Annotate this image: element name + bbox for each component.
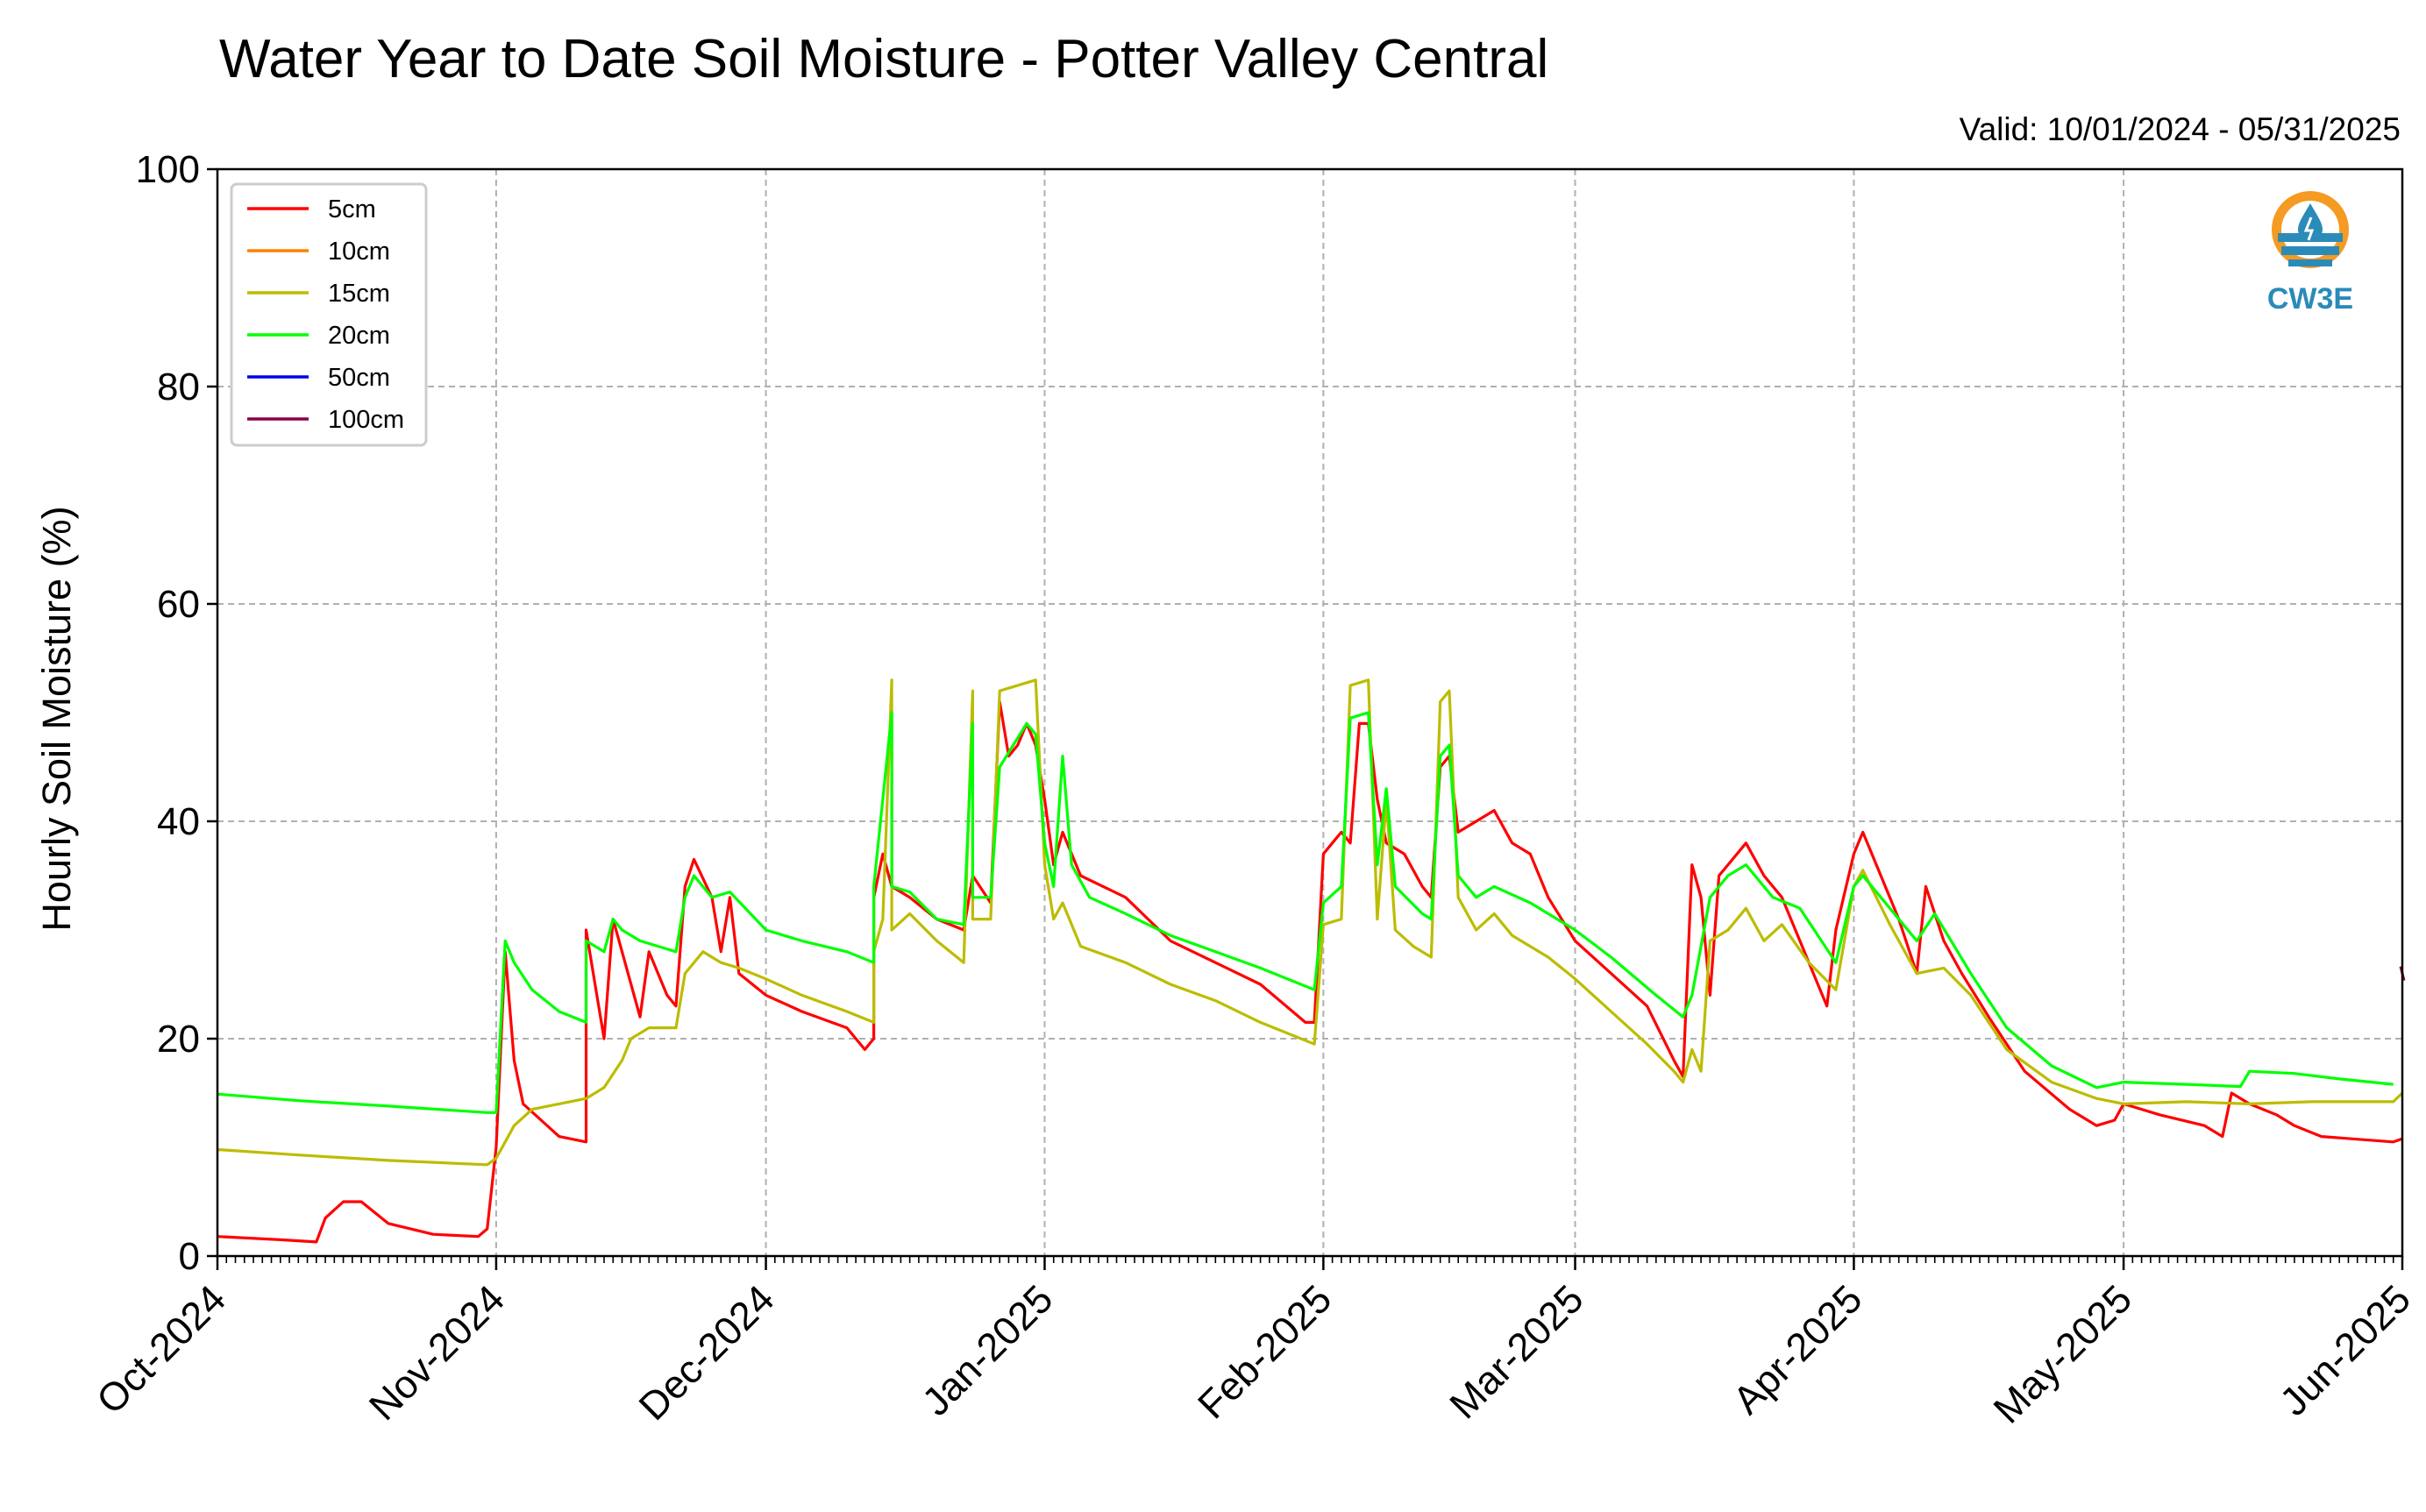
y-axis-label: Hourly Soil Moisture (%) bbox=[34, 506, 79, 931]
legend-label-100cm: 100cm bbox=[328, 406, 404, 434]
x-tick-label: Feb-2025 bbox=[1189, 1276, 1340, 1427]
plot-frame bbox=[216, 167, 2404, 1258]
series-line-15cm bbox=[217, 678, 2404, 1167]
y-tick-label: 40 bbox=[157, 800, 200, 843]
grid-lines bbox=[217, 169, 2402, 1256]
legend-label-15cm: 15cm bbox=[328, 280, 390, 308]
legend-label-10cm: 10cm bbox=[328, 238, 390, 266]
y-tick-label: 80 bbox=[157, 366, 200, 408]
x-tick-label: Jan-2025 bbox=[914, 1276, 1062, 1424]
x-tick-label: Dec-2024 bbox=[630, 1276, 783, 1429]
legend-label-50cm: 50cm bbox=[328, 364, 390, 392]
legend: 5cm 10cm 15cm 20cm 50cm 100cm bbox=[230, 182, 428, 447]
chart-subtitle: Valid: 10/01/2024 - 05/31/2025 bbox=[1960, 111, 2401, 147]
axes bbox=[207, 167, 2404, 1270]
chart-title: Water Year to Date Soil Moisture - Potte… bbox=[219, 29, 1548, 89]
x-tick-label: Mar-2025 bbox=[1441, 1276, 1591, 1427]
logo-water-band-2 bbox=[2281, 246, 2339, 255]
x-tick-label: May-2025 bbox=[1985, 1276, 2141, 1432]
logo-water-band-3 bbox=[2288, 259, 2332, 266]
series-line-20cm bbox=[217, 711, 2394, 1114]
y-tick-label: 100 bbox=[136, 148, 200, 191]
x-tick-label: Jun-2025 bbox=[2271, 1276, 2419, 1424]
legend-label-20cm: 20cm bbox=[328, 322, 390, 350]
x-tick-labels: Oct-2024 Nov-2024 Dec-2024 Jan-2025 Feb-2025… bbox=[88, 1276, 2419, 1432]
logo-text: CW3E bbox=[2267, 282, 2353, 316]
x-tick-label: Oct-2024 bbox=[88, 1276, 234, 1423]
series-lines bbox=[217, 678, 2406, 1244]
legend-label-5cm: 5cm bbox=[328, 195, 376, 224]
cw3e-logo: CW3E bbox=[2267, 191, 2353, 316]
y-tick-label: 20 bbox=[157, 1018, 200, 1061]
series-line-5cm bbox=[217, 700, 2403, 1244]
raindrop-highlight bbox=[2303, 217, 2315, 241]
y-tick-labels: 0 20 40 60 80 100 bbox=[136, 148, 200, 1278]
x-tick-label: Nov-2024 bbox=[360, 1276, 513, 1429]
x-tick-label: Apr-2025 bbox=[1725, 1276, 1871, 1423]
y-tick-label: 0 bbox=[179, 1235, 200, 1278]
y-tick-label: 60 bbox=[157, 583, 200, 626]
